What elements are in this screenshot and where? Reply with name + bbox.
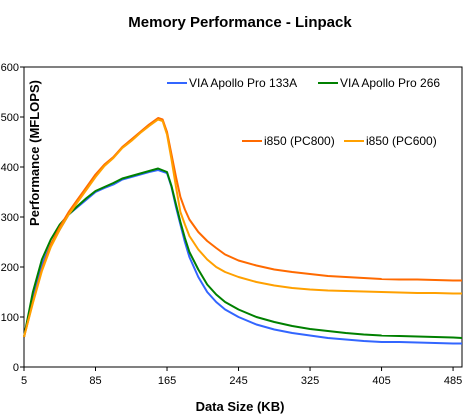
x-tick-label: 245 bbox=[229, 375, 247, 387]
series-line bbox=[23, 117, 462, 338]
series-line bbox=[23, 167, 463, 339]
y-tick-label: 0 bbox=[13, 362, 19, 374]
legend-label: VIA Apollo Pro 266 bbox=[340, 76, 440, 90]
y-tick-label: 300 bbox=[1, 212, 19, 224]
series-layer bbox=[23, 117, 463, 345]
x-tick-label: 165 bbox=[158, 375, 176, 387]
y-tick-label: 100 bbox=[1, 312, 19, 324]
plot-area bbox=[23, 66, 463, 368]
x-tick-label: 85 bbox=[89, 375, 101, 387]
legend-label: i850 (PC800) bbox=[264, 134, 335, 148]
plot-frame bbox=[23, 66, 463, 368]
legend-label: i850 (PC600) bbox=[366, 134, 437, 148]
x-tick-label: 485 bbox=[444, 375, 462, 387]
y-axis-label: Performance (MFLOPS) bbox=[27, 80, 42, 226]
x-tick-label: 5 bbox=[21, 375, 27, 387]
y-tick-label: 400 bbox=[1, 162, 19, 174]
chart-title: Memory Performance - Linpack bbox=[128, 14, 352, 31]
legend: VIA Apollo Pro 133A VIA Apollo Pro 266 i85… bbox=[167, 76, 440, 148]
y-tick-label: 600 bbox=[1, 62, 19, 74]
x-axis: 5 85 165 245 325 405 485 bbox=[21, 367, 462, 387]
y-tick-label: 200 bbox=[1, 262, 19, 274]
x-tick-label: 325 bbox=[301, 375, 319, 387]
series-line bbox=[23, 118, 462, 338]
y-axis: 0 100 200 300 400 500 600 bbox=[1, 62, 24, 374]
x-axis-label: Data Size (KB) bbox=[196, 399, 285, 414]
y-tick-label: 500 bbox=[1, 112, 19, 124]
x-tick-label: 405 bbox=[372, 375, 390, 387]
legend-label: VIA Apollo Pro 133A bbox=[189, 76, 297, 90]
